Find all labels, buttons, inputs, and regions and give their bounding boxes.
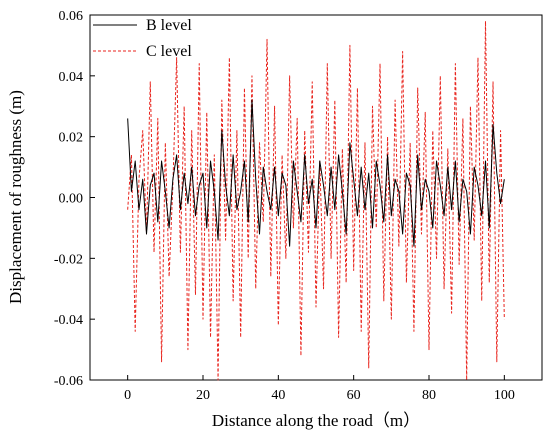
y-tick-label: 0.00 — [59, 192, 84, 207]
plot-frame — [89, 14, 543, 381]
x-tick-label: 80 — [422, 388, 436, 403]
series-layer — [127, 20, 505, 381]
x-axis: 0 20 40 60 80 100 — [124, 375, 515, 403]
y-tick-label: 0.06 — [59, 9, 84, 24]
x-tick-label: 0 — [124, 388, 131, 403]
x-axis-title: Distance along the road（m） — [212, 411, 420, 430]
x-tick-label: 40 — [271, 388, 285, 403]
y-tick-label: 0.04 — [59, 70, 84, 85]
y-axis-title: Displacement of roughness (m) — [6, 90, 25, 304]
x-tick-label: 20 — [196, 388, 210, 403]
y-tick-label: -0.02 — [54, 252, 83, 267]
legend-label-b-level: B level — [146, 17, 192, 34]
x-tick-label: 100 — [494, 388, 515, 403]
y-tick-label: -0.04 — [54, 313, 83, 328]
legend: B level C level — [93, 17, 192, 60]
x-tick-label: 60 — [347, 388, 361, 403]
series-line-c-level — [127, 20, 505, 381]
series-line-b-level — [127, 99, 505, 247]
y-tick-label: 0.02 — [59, 131, 84, 146]
legend-label-c-level: C level — [146, 43, 192, 60]
y-tick-label: -0.06 — [54, 374, 83, 389]
y-axis: -0.06 -0.04 -0.02 0.00 0.02 0.04 0.06 — [54, 9, 95, 389]
